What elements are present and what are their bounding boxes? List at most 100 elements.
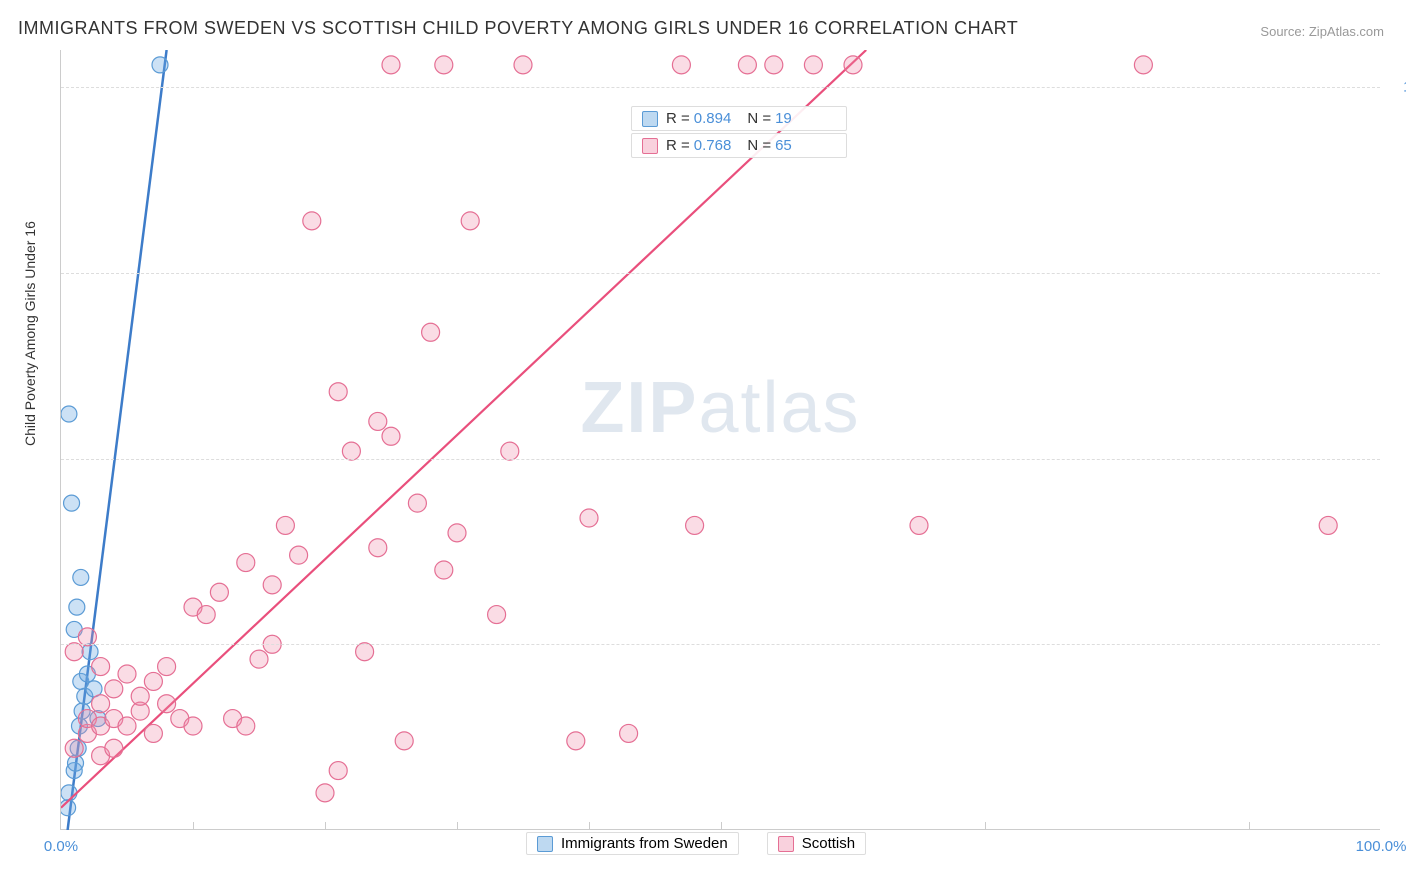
y-tick-label: 25.0% — [1390, 636, 1406, 653]
data-point — [131, 687, 149, 705]
gridline-v — [721, 822, 722, 830]
data-point — [184, 717, 202, 735]
data-point — [82, 644, 98, 660]
data-point — [65, 643, 83, 661]
data-point — [514, 56, 532, 74]
data-point — [237, 554, 255, 572]
data-point — [118, 717, 136, 735]
y-tick-label: 100.0% — [1390, 79, 1406, 96]
legend-bottom: Immigrants from Sweden Scottish — [526, 832, 866, 855]
data-point — [395, 732, 413, 750]
data-point — [461, 212, 479, 230]
data-point — [290, 546, 308, 564]
data-point — [329, 383, 347, 401]
data-point — [64, 495, 80, 511]
data-point — [92, 695, 110, 713]
data-point — [408, 494, 426, 512]
y-tick-label: 50.0% — [1390, 450, 1406, 467]
legend-stat-row: R =0.768 N =65 — [631, 133, 847, 158]
data-point — [435, 561, 453, 579]
legend-series-item: Immigrants from Sweden — [526, 832, 739, 855]
data-point — [342, 442, 360, 460]
gridline-v — [985, 822, 986, 830]
data-point — [329, 762, 347, 780]
scatter-svg — [61, 50, 1381, 830]
plot-area: ZIPatlas R =0.894N =19R =0.768N =65 Immi… — [60, 50, 1380, 830]
data-point — [580, 509, 598, 527]
data-point — [61, 406, 77, 422]
r-label: R = — [666, 137, 690, 154]
gridline-v — [1249, 822, 1250, 830]
legend-top: R =0.894N =19R =0.768N =65 — [631, 106, 847, 160]
data-point — [118, 665, 136, 683]
data-point — [448, 524, 466, 542]
legend-stat-row: R =0.894N =19 — [631, 106, 847, 131]
legend-series-item: Scottish — [767, 832, 866, 855]
data-point — [910, 516, 928, 534]
data-point — [804, 56, 822, 74]
data-point — [1134, 56, 1152, 74]
chart-title: IMMIGRANTS FROM SWEDEN VS SCOTTISH CHILD… — [18, 18, 1018, 39]
source-attribution: Source: ZipAtlas.com — [1260, 24, 1384, 39]
data-point — [197, 606, 215, 624]
data-point — [158, 658, 176, 676]
source-label: Source: — [1260, 24, 1305, 39]
data-point — [65, 739, 83, 757]
data-point — [435, 56, 453, 74]
gridline-h — [61, 459, 1380, 460]
data-point — [144, 672, 162, 690]
data-point — [620, 724, 638, 742]
data-point — [210, 583, 228, 601]
gridline-v — [457, 822, 458, 830]
data-point — [144, 724, 162, 742]
data-point — [303, 212, 321, 230]
x-tick-label-left: 0.0% — [44, 838, 78, 855]
data-point — [567, 732, 585, 750]
gridline-h — [61, 273, 1380, 274]
data-point — [765, 56, 783, 74]
data-point — [356, 643, 374, 661]
gridline-h — [61, 87, 1380, 88]
gridline-v — [193, 822, 194, 830]
data-point — [152, 57, 168, 73]
data-point — [369, 412, 387, 430]
y-axis-title: Child Poverty Among Girls Under 16 — [22, 221, 38, 446]
legend-swatch — [642, 111, 658, 127]
n-value: 19 — [775, 110, 792, 127]
data-point — [844, 56, 862, 74]
data-point — [316, 784, 334, 802]
data-point — [78, 628, 96, 646]
r-label: R = — [666, 110, 690, 127]
data-point — [73, 569, 89, 585]
data-point — [92, 658, 110, 676]
data-point — [158, 695, 176, 713]
data-point — [69, 599, 85, 615]
legend-swatch — [642, 138, 658, 154]
legend-series-label: Immigrants from Sweden — [561, 835, 728, 852]
data-point — [738, 56, 756, 74]
n-value: 65 — [775, 137, 792, 154]
data-point — [686, 516, 704, 534]
data-point — [672, 56, 690, 74]
data-point — [250, 650, 268, 668]
data-point — [276, 516, 294, 534]
gridline-v — [589, 822, 590, 830]
data-point — [105, 680, 123, 698]
data-point — [61, 785, 77, 801]
data-point — [382, 427, 400, 445]
source-name: ZipAtlas.com — [1309, 24, 1384, 39]
data-point — [237, 717, 255, 735]
r-value: 0.768 — [694, 137, 732, 154]
gridline-v — [325, 822, 326, 830]
legend-swatch — [537, 836, 553, 852]
n-label: N = — [747, 137, 771, 154]
data-point — [501, 442, 519, 460]
y-tick-label: 75.0% — [1390, 264, 1406, 281]
x-tick-label-right: 100.0% — [1356, 838, 1406, 855]
data-point — [105, 739, 123, 757]
data-point — [488, 606, 506, 624]
r-value: 0.894 — [694, 110, 732, 127]
gridline-h — [61, 644, 1380, 645]
data-point — [1319, 516, 1337, 534]
data-point — [382, 56, 400, 74]
